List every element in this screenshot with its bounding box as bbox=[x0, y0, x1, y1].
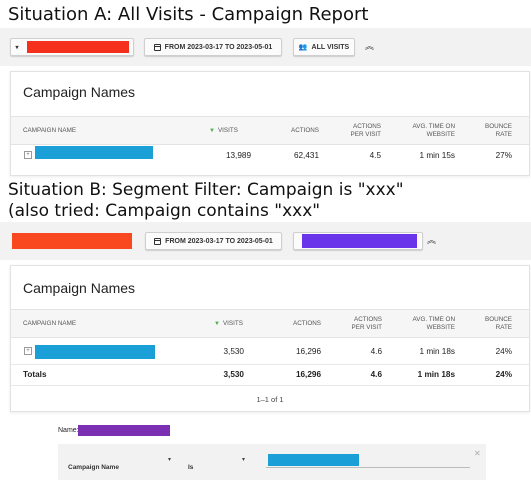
col-avg-time[interactable]: AVG. TIME ON WEBSITE bbox=[412, 316, 455, 331]
table-row[interactable]: + 3,530 16,296 4.6 1 min 18s 24% bbox=[11, 339, 529, 365]
col-bounce-rate[interactable]: BOUNCE RATE bbox=[485, 123, 512, 138]
col-visits[interactable]: ▼ VISITS bbox=[214, 320, 243, 327]
cell-actions-per-visit: 4.5 bbox=[369, 151, 381, 160]
cell-actions: 62,431 bbox=[293, 151, 319, 160]
col-bounce-rate[interactable]: BOUNCE RATE bbox=[485, 316, 512, 331]
col-actions[interactable]: ACTIONS bbox=[293, 320, 321, 327]
dropdown-caret-icon: ▾ bbox=[242, 457, 246, 463]
chevron-double-up-icon[interactable]: ︽ bbox=[427, 235, 437, 245]
date-range-button[interactable]: FROM 2023-03-17 TO 2023-05-01 bbox=[145, 232, 282, 250]
report-title: Campaign Names bbox=[23, 280, 136, 296]
redacted-campaign-name bbox=[35, 345, 155, 359]
totals-actions: 16,296 bbox=[295, 370, 321, 379]
col-actions-per-visit[interactable]: ACTIONS PER VISIT bbox=[350, 123, 381, 138]
situation-b-report-card: Campaign Names CAMPAIGN NAME ▼ VISITS ACT… bbox=[10, 265, 530, 412]
dimension-select[interactable]: Campaign Name ▾ bbox=[68, 456, 178, 471]
situation-a-heading: Situation A: All Visits - Campaign Repor… bbox=[8, 4, 369, 25]
date-range-label: FROM 2023-03-17 TO 2023-05-01 bbox=[165, 237, 273, 245]
cell-avg-time: 1 min 18s bbox=[419, 347, 456, 356]
date-range-label: FROM 2023-03-17 TO 2023-05-01 bbox=[164, 43, 273, 51]
calendar-icon bbox=[153, 43, 161, 51]
cell-actions-per-visit: 4.6 bbox=[370, 347, 382, 356]
sort-desc-icon: ▼ bbox=[209, 128, 215, 134]
segment-selector-button[interactable]: ▾ bbox=[10, 38, 134, 56]
col-actions[interactable]: ACTIONS bbox=[291, 127, 319, 134]
situation-b-toolbar: FROM 2023-03-17 TO 2023-05-01 ︽ bbox=[0, 222, 531, 260]
col-campaign-name[interactable]: CAMPAIGN NAME bbox=[23, 127, 77, 134]
redacted-segment-name bbox=[26, 41, 129, 53]
operator-select[interactable]: Is ▾ bbox=[188, 456, 252, 471]
redacted-campaign-name bbox=[35, 146, 153, 159]
date-range-button[interactable]: FROM 2023-03-17 TO 2023-05-01 bbox=[144, 38, 282, 56]
redacted-value bbox=[268, 454, 359, 466]
table-row[interactable]: + 13,989 62,431 4.5 1 min 15s 27% bbox=[11, 144, 529, 170]
col-visits[interactable]: ▼ VISITS bbox=[209, 127, 238, 134]
dimension-select-label: Campaign Name bbox=[68, 464, 119, 471]
totals-row: Totals 3,530 16,296 4.6 1 min 18s 24% bbox=[11, 365, 529, 386]
col-campaign-name[interactable]: CAMPAIGN NAME bbox=[23, 320, 77, 327]
segment-name-label: Name: bbox=[58, 427, 79, 434]
totals-bounce-rate: 24% bbox=[495, 370, 512, 379]
situation-a-toolbar: ▾ FROM 2023-03-17 TO 2023-05-01 👥 ALL VI… bbox=[0, 28, 531, 66]
report-title: Campaign Names bbox=[23, 84, 136, 100]
situation-a-report-card: Campaign Names CAMPAIGN NAME ▼ VISITS ACT… bbox=[10, 71, 530, 176]
table-header: CAMPAIGN NAME ▼ VISITS ACTIONS ACTIONS PE… bbox=[11, 309, 529, 338]
segment-condition-panel: Campaign Name ▾ Is ▾ ✕ bbox=[58, 444, 486, 480]
dropdown-caret-icon: ▾ bbox=[168, 457, 172, 463]
dropdown-caret-icon: ▾ bbox=[15, 44, 19, 51]
cell-visits: 13,989 bbox=[225, 151, 251, 160]
totals-label: Totals bbox=[23, 370, 47, 379]
table-header: CAMPAIGN NAME ▼ VISITS ACTIONS ACTIONS PE… bbox=[11, 116, 529, 145]
operator-select-label: Is bbox=[188, 464, 194, 471]
totals-actions-per-visit: 4.6 bbox=[370, 370, 382, 379]
segment-button[interactable] bbox=[293, 232, 423, 250]
value-input[interactable] bbox=[266, 453, 470, 468]
cell-actions: 16,296 bbox=[295, 347, 321, 356]
expand-icon[interactable]: + bbox=[24, 151, 32, 159]
cell-visits: 3,530 bbox=[223, 347, 245, 356]
redacted-segment-selector[interactable] bbox=[12, 233, 132, 249]
col-actions-per-visit[interactable]: ACTIONS PER VISIT bbox=[351, 316, 382, 331]
redacted-segment-name bbox=[302, 234, 417, 248]
people-icon: 👥 bbox=[298, 44, 308, 51]
chevron-double-up-icon[interactable]: ︽ bbox=[365, 41, 375, 51]
expand-icon[interactable]: + bbox=[24, 347, 32, 355]
cell-bounce-rate: 27% bbox=[495, 151, 512, 160]
calendar-icon bbox=[154, 237, 162, 245]
all-visits-label: ALL VISITS bbox=[311, 43, 350, 51]
sort-desc-icon: ▼ bbox=[214, 321, 220, 327]
situation-b-heading-line2: (also tried: Campaign contains "xxx" bbox=[8, 201, 321, 221]
cell-avg-time: 1 min 15s bbox=[419, 151, 456, 160]
cell-bounce-rate: 24% bbox=[495, 347, 512, 356]
pagination-label: 1–1 of 1 bbox=[256, 395, 284, 404]
situation-b-heading-line1: Situation B: Segment Filter: Campaign is… bbox=[8, 180, 404, 200]
all-visits-button[interactable]: 👥 ALL VISITS bbox=[293, 38, 355, 56]
close-icon[interactable]: ✕ bbox=[474, 449, 481, 458]
redacted-segment-name-field[interactable] bbox=[78, 425, 170, 436]
totals-avg-time: 1 min 18s bbox=[417, 370, 455, 379]
totals-visits: 3,530 bbox=[223, 370, 245, 379]
col-avg-time[interactable]: AVG. TIME ON WEBSITE bbox=[412, 123, 455, 138]
